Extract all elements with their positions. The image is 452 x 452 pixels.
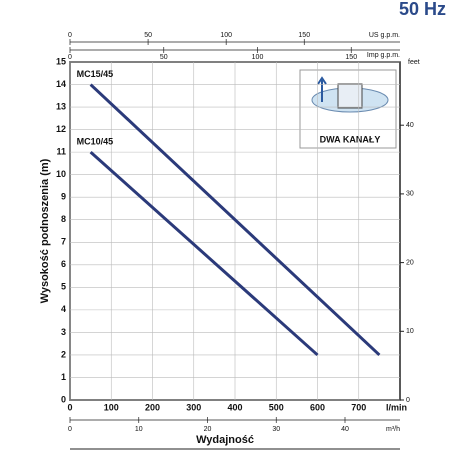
y-tick-label: 1 <box>61 372 66 382</box>
top-axis-title: US g.p.m. <box>369 32 400 39</box>
inset-impeller <box>337 83 363 109</box>
top-axis-tick-label: 0 <box>68 32 72 39</box>
bottom-axis-title: m³/h <box>386 426 400 433</box>
y-tick-label: 14 <box>56 79 66 89</box>
top-axis-tick-label: 100 <box>252 54 264 61</box>
y-axis-title: Wysokość podnoszenia (m) <box>39 158 51 303</box>
x-unit: l/min <box>386 402 407 412</box>
inset-box <box>299 69 397 149</box>
x-tick-label: 300 <box>186 402 201 412</box>
bottom-axis-tick-label: 40 <box>341 426 349 433</box>
top-axis-tick-label: 0 <box>68 54 72 61</box>
y-tick-label: 4 <box>61 304 66 314</box>
top-axis-title: Imp g.p.m. <box>367 52 400 59</box>
inset-label: DWA KANAŁY <box>320 134 381 144</box>
x-tick-label: 100 <box>104 402 119 412</box>
x-tick-label: 700 <box>351 402 366 412</box>
y-tick-label: 13 <box>56 101 66 111</box>
y2-tick-label: 0 <box>406 397 410 404</box>
y-tick-label: 3 <box>61 327 66 337</box>
y-tick-label: 10 <box>56 169 66 179</box>
x-tick-label: 0 <box>67 402 72 412</box>
inset-arrow <box>317 76 327 102</box>
top-axis-tick-label: 50 <box>160 54 168 61</box>
y2-tick-label: 10 <box>406 328 414 335</box>
y-tick-label: 7 <box>61 237 66 247</box>
top-axis-tick-label: 150 <box>345 54 357 61</box>
series-line <box>89 151 319 357</box>
y-tick-label: 11 <box>56 147 66 157</box>
x-tick-label: 400 <box>227 402 242 412</box>
bottom-axis-tick-label: 0 <box>68 426 72 433</box>
top-axis-tick-label: 150 <box>298 32 310 39</box>
y2-tick-label: 30 <box>406 191 414 198</box>
bottom-axis-tick-label: 30 <box>272 426 280 433</box>
y2-tick-label: 40 <box>406 122 414 129</box>
series-label: MC15/45 <box>77 69 114 79</box>
y-tick-label: 9 <box>61 192 66 202</box>
y2-tick-label: 20 <box>406 259 414 266</box>
x-tick-label: 200 <box>145 402 160 412</box>
bottom-axis-tick-label: 20 <box>204 426 212 433</box>
bottom-axis-tick-label: 10 <box>135 426 143 433</box>
x-tick-label: 500 <box>269 402 284 412</box>
y2-axis-title: feet <box>408 59 420 66</box>
y-tick-label: 5 <box>61 282 66 292</box>
y-tick-label: 15 <box>56 56 66 66</box>
frequency: 50 Hz <box>399 0 446 19</box>
y-tick-label: 8 <box>61 214 66 224</box>
series-line <box>89 83 381 357</box>
y-tick-label: 6 <box>61 259 66 269</box>
y-tick-label: 12 <box>56 124 66 134</box>
x-axis-title: Wydajność <box>196 434 254 446</box>
x-tick-label: 600 <box>310 402 325 412</box>
y-tick-label: 2 <box>61 349 66 359</box>
top-axis-tick-label: 100 <box>220 32 232 39</box>
top-axis-tick-label: 50 <box>144 32 152 39</box>
y-tick-label: 0 <box>61 394 66 404</box>
inset <box>299 69 397 149</box>
series-label: MC10/45 <box>77 137 114 147</box>
